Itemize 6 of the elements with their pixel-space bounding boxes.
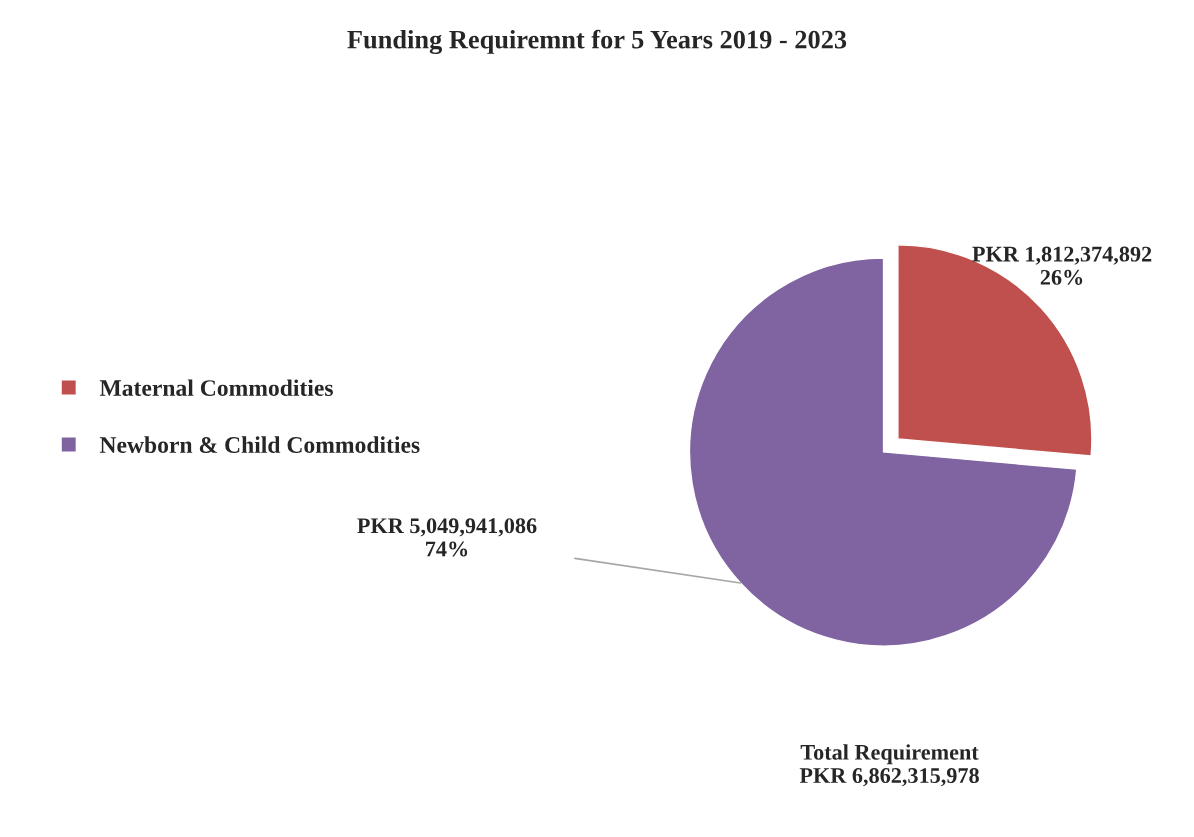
legend-label: Maternal Commodities — [99, 379, 333, 396]
text: Total Requirement PKR 6,862,315,978 — [799, 744, 979, 787]
data-label: PKR 5,049,941,086 74% — [357, 518, 537, 557]
chart-title: Funding Requiremnt for 5 Years 2019 - 2023 — [347, 29, 847, 55]
legend-label: Newborn & Child Commodities — [99, 436, 420, 453]
data-label: PKR 1,812,374,892 26% — [972, 246, 1152, 285]
